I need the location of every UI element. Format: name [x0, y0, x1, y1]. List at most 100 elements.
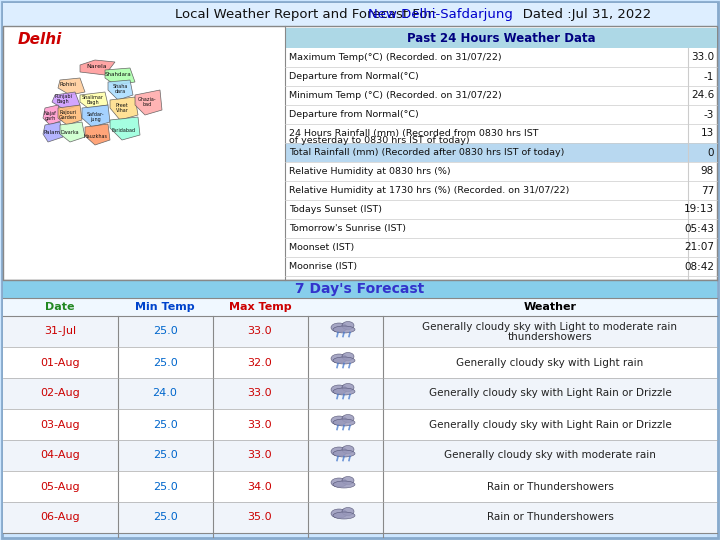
Text: 7 Day's Forecast: 7 Day's Forecast — [295, 282, 425, 296]
Text: Departure from Normal(°C): Departure from Normal(°C) — [289, 72, 419, 81]
Polygon shape — [80, 92, 108, 108]
Text: 25.0: 25.0 — [153, 482, 177, 491]
Text: 13: 13 — [701, 129, 714, 138]
Text: Palam: Palam — [43, 130, 60, 134]
Text: 25.0: 25.0 — [153, 512, 177, 523]
Text: 19:13: 19:13 — [684, 205, 714, 214]
Text: 02-Aug: 02-Aug — [40, 388, 80, 399]
Text: Min Temp: Min Temp — [135, 302, 195, 312]
Text: Delhi: Delhi — [18, 32, 63, 48]
Text: Max Temp: Max Temp — [229, 302, 292, 312]
Text: 25.0: 25.0 — [153, 450, 177, 461]
Polygon shape — [105, 68, 135, 85]
Text: 31-Jul: 31-Jul — [44, 327, 76, 336]
Text: Rain or Thundershowers: Rain or Thundershowers — [487, 482, 613, 491]
Text: Relative Humidity at 1730 hrs (%) (Recorded. on 31/07/22): Relative Humidity at 1730 hrs (%) (Recor… — [289, 186, 570, 195]
Bar — [3, 347, 717, 378]
Polygon shape — [85, 124, 110, 145]
Polygon shape — [82, 105, 110, 127]
Text: Shaha
dara: Shaha dara — [112, 84, 127, 94]
Text: Shahdara: Shahdara — [104, 72, 131, 78]
Polygon shape — [60, 122, 85, 142]
Bar — [3, 316, 717, 347]
Bar — [3, 3, 717, 26]
Text: Punjabi
Bagh: Punjabi Bagh — [54, 93, 72, 104]
Ellipse shape — [333, 481, 355, 488]
Text: New Delhi-Safdarjung: New Delhi-Safdarjung — [368, 8, 513, 21]
Text: thundershowers: thundershowers — [508, 332, 593, 341]
Polygon shape — [43, 105, 63, 125]
Text: 05-Aug: 05-Aug — [40, 482, 80, 491]
Ellipse shape — [331, 385, 347, 394]
Ellipse shape — [331, 354, 347, 363]
Text: 25.0: 25.0 — [153, 327, 177, 336]
Text: Local Weather Report and Forecast For:: Local Weather Report and Forecast For: — [175, 8, 437, 21]
Text: 33.0: 33.0 — [691, 52, 714, 63]
Bar — [3, 280, 717, 298]
Text: -1: -1 — [703, 71, 714, 82]
Text: Preet
Vihar: Preet Vihar — [116, 103, 128, 113]
Text: Past 24 Hours Weather Data: Past 24 Hours Weather Data — [407, 31, 595, 44]
Text: Rajouri
Garden: Rajouri Garden — [59, 110, 77, 120]
Text: 05:43: 05:43 — [684, 224, 714, 233]
Ellipse shape — [333, 450, 355, 457]
Ellipse shape — [331, 416, 347, 425]
Text: Total Rainfall (mm) (Recorded after 0830 hrs IST of today): Total Rainfall (mm) (Recorded after 0830… — [289, 148, 564, 157]
Bar — [285, 28, 717, 48]
Text: 01-Aug: 01-Aug — [40, 357, 80, 368]
Text: Shalimar
Bagh: Shalimar Bagh — [82, 94, 104, 105]
Polygon shape — [135, 90, 162, 115]
Ellipse shape — [342, 476, 354, 484]
Text: Moonset (IST): Moonset (IST) — [289, 243, 354, 252]
Text: of yesterday to 0830 hrs IST of today): of yesterday to 0830 hrs IST of today) — [289, 136, 469, 145]
Text: 25.0: 25.0 — [153, 357, 177, 368]
Ellipse shape — [342, 446, 354, 454]
Bar — [3, 298, 717, 316]
Text: Ghazia-
bad: Ghazia- bad — [138, 97, 156, 107]
Text: Narela: Narela — [86, 64, 107, 69]
Text: Maximum Temp(°C) (Recorded. on 31/07/22): Maximum Temp(°C) (Recorded. on 31/07/22) — [289, 53, 502, 62]
Text: Generally cloudy sky with Light to moderate rain: Generally cloudy sky with Light to moder… — [423, 321, 678, 332]
Text: 98: 98 — [701, 166, 714, 177]
Text: Dated :Jul 31, 2022: Dated :Jul 31, 2022 — [510, 8, 652, 21]
Text: 33.0: 33.0 — [248, 450, 272, 461]
Ellipse shape — [331, 509, 347, 518]
Polygon shape — [108, 80, 133, 100]
Text: 33.0: 33.0 — [248, 327, 272, 336]
Ellipse shape — [342, 508, 354, 516]
Text: Generally cloudy sky with moderate rain: Generally cloudy sky with moderate rain — [444, 450, 656, 461]
Ellipse shape — [331, 447, 347, 456]
Text: Date: Date — [45, 302, 75, 312]
Polygon shape — [58, 105, 82, 125]
Text: -3: -3 — [703, 110, 714, 119]
Polygon shape — [58, 78, 85, 95]
Text: Generally cloudy sky with Light Rain or Drizzle: Generally cloudy sky with Light Rain or … — [428, 420, 671, 429]
Text: Rain or Thundershowers: Rain or Thundershowers — [487, 512, 613, 523]
Ellipse shape — [333, 326, 355, 333]
Polygon shape — [110, 97, 138, 120]
Text: Rohini: Rohini — [60, 83, 76, 87]
Ellipse shape — [342, 415, 354, 422]
Ellipse shape — [342, 321, 354, 329]
Text: Todays Sunset (IST): Todays Sunset (IST) — [289, 205, 382, 214]
Text: Generally cloudy sky with Light Rain or Drizzle: Generally cloudy sky with Light Rain or … — [428, 388, 671, 399]
Bar — [285, 143, 717, 162]
Ellipse shape — [342, 353, 354, 361]
Text: 0: 0 — [708, 147, 714, 158]
Ellipse shape — [333, 512, 355, 519]
Text: 03-Aug: 03-Aug — [40, 420, 80, 429]
Polygon shape — [110, 117, 140, 140]
Text: Departure from Normal(°C): Departure from Normal(°C) — [289, 110, 419, 119]
Polygon shape — [43, 122, 63, 142]
Text: 06-Aug: 06-Aug — [40, 512, 80, 523]
Text: 32.0: 32.0 — [248, 357, 272, 368]
Text: Tomorrow's Sunrise (IST): Tomorrow's Sunrise (IST) — [289, 224, 406, 233]
Ellipse shape — [331, 478, 347, 487]
Text: Hauzkhas: Hauzkhas — [84, 134, 108, 139]
Text: Moonrise (IST): Moonrise (IST) — [289, 262, 357, 271]
Text: 24.0: 24.0 — [153, 388, 177, 399]
Polygon shape — [52, 92, 80, 110]
Bar — [3, 378, 717, 409]
Text: 34.0: 34.0 — [248, 482, 272, 491]
Ellipse shape — [333, 357, 355, 364]
